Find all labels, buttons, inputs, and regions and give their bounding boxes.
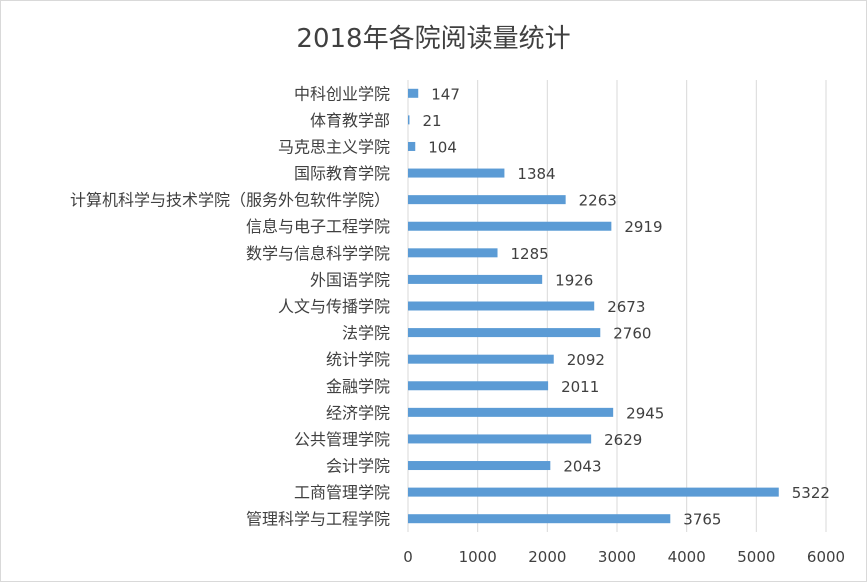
data-label: 147 — [431, 85, 460, 103]
category-label: 国际教育学院 — [294, 164, 390, 183]
data-label: 2673 — [607, 298, 645, 316]
category-label: 管理科学与工程学院 — [246, 510, 390, 529]
data-label: 1384 — [517, 165, 555, 183]
category-label: 马克思主义学院 — [278, 137, 390, 156]
data-label: 2629 — [604, 431, 642, 449]
bar — [408, 141, 416, 151]
bar — [408, 248, 498, 258]
x-tick-label: 2000 — [528, 548, 566, 566]
bar — [408, 195, 566, 205]
category-label: 工商管理学院 — [294, 483, 390, 502]
category-label: 数学与信息科学学院 — [246, 244, 390, 263]
bar — [408, 514, 671, 524]
data-label: 3765 — [683, 511, 721, 529]
category-label: 经济学院 — [326, 403, 390, 422]
bar — [408, 88, 419, 98]
bar — [408, 381, 549, 391]
category-label: 信息与电子工程学院 — [246, 217, 390, 236]
data-label: 2263 — [579, 192, 617, 210]
data-label: 2092 — [567, 351, 605, 369]
bar — [408, 301, 595, 311]
x-tick-label: 1000 — [459, 548, 497, 566]
x-tick-label: 5000 — [737, 548, 775, 566]
bar — [408, 407, 614, 417]
data-label: 2919 — [624, 218, 662, 236]
bar — [408, 434, 592, 444]
chart-title: 2018年各院阅读量统计 — [296, 24, 571, 54]
data-label: 2011 — [561, 378, 599, 396]
data-label: 2760 — [613, 325, 651, 343]
category-label: 会计学院 — [326, 457, 390, 476]
bar — [408, 487, 779, 497]
data-label: 5322 — [792, 484, 830, 502]
bar — [408, 461, 551, 471]
bar — [408, 274, 543, 284]
x-tick-label: 6000 — [807, 548, 845, 566]
category-label: 统计学院 — [326, 350, 390, 369]
bar — [408, 328, 601, 338]
x-tick-label: 3000 — [598, 548, 636, 566]
category-label: 体育教学部 — [310, 111, 390, 130]
category-label: 中科创业学院 — [294, 84, 390, 103]
category-label: 计算机科学与技术学院（服务外包软件学院） — [70, 191, 390, 210]
x-tick-label: 4000 — [668, 548, 706, 566]
data-label: 104 — [428, 138, 457, 156]
data-label: 1926 — [555, 271, 593, 289]
bar — [408, 168, 505, 178]
category-label: 公共管理学院 — [294, 430, 390, 449]
data-label: 2043 — [563, 458, 601, 476]
category-label: 人文与传播学院 — [278, 297, 390, 316]
category-label: 外国语学院 — [310, 270, 390, 289]
bar — [408, 115, 410, 125]
x-tick-label: 0 — [403, 548, 413, 566]
category-label: 法学院 — [342, 324, 390, 343]
bar — [408, 221, 612, 231]
data-label: 21 — [422, 112, 441, 130]
category-label: 金融学院 — [326, 377, 390, 396]
data-label: 1285 — [511, 245, 549, 263]
data-label: 2945 — [626, 404, 664, 422]
bar — [408, 354, 554, 364]
